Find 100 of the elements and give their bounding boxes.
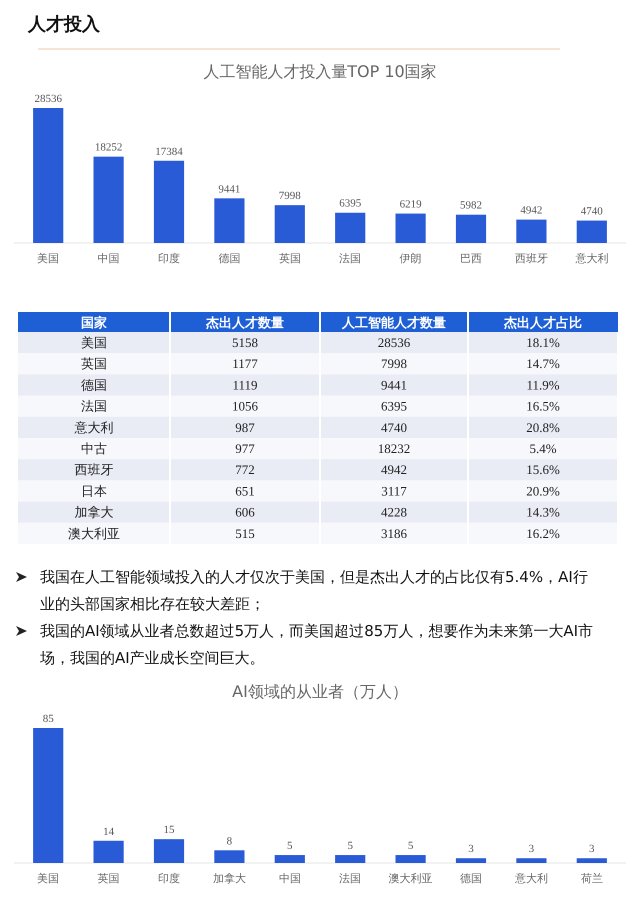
x-tick-label: 伊朗 [400, 252, 422, 265]
data-label: 3117 [381, 483, 408, 498]
bar [576, 858, 607, 863]
bar [214, 198, 244, 243]
text: 人才投入 [27, 14, 101, 35]
data-label: 5158 [232, 335, 258, 350]
bar [335, 212, 366, 243]
data-label: 5 [347, 840, 354, 852]
data-label: 606 [235, 504, 256, 520]
x-tick-label: 中国 [98, 252, 120, 265]
chart-title: 人工智能人才投入量TOP 10国家 [203, 62, 437, 81]
data-label: 14 [103, 826, 115, 838]
data-label: 3186 [381, 526, 408, 541]
data-label: 20.9% [526, 483, 560, 498]
x-tick-label: 中国 [278, 872, 301, 885]
data-label: 1119 [232, 377, 258, 392]
category-label: 德国 [81, 378, 107, 394]
x-tick-label: 巴西 [460, 252, 482, 265]
data-label: 6395 [381, 398, 407, 414]
data-label: 7998 [278, 190, 302, 202]
data-label: 515 [235, 526, 255, 541]
bar [516, 858, 546, 863]
data-label: 28536 [34, 93, 62, 105]
series-label: 人工智能人才数量 [341, 315, 446, 331]
data-label: 11.9% [526, 377, 560, 392]
category-label: 西班牙 [74, 463, 114, 478]
x-tick-label: 印度 [158, 872, 180, 885]
category-label: 法国 [81, 400, 107, 415]
text: 我国的AI领域从业者总数超过5万人，而美国超过85万人，想要作为未来第一大AI市场，我国的AI产业成长空间巨大。 [39, 622, 594, 667]
data-label: 1056 [232, 398, 258, 414]
data-label: 16.2% [526, 526, 560, 541]
bar [335, 855, 366, 863]
x-tick-label: 美国 [37, 872, 60, 885]
data-label: 8 [226, 835, 233, 848]
data-label: 977 [235, 441, 256, 456]
data-label: 4228 [381, 504, 407, 520]
category-label: 加拿大 [74, 506, 114, 521]
category-label: 美国 [81, 335, 107, 351]
x-tick-label: 法国 [339, 252, 362, 265]
x-tick-label: 荷兰 [580, 872, 603, 885]
data-label: 85 [42, 713, 54, 725]
data-label: 5 [287, 840, 294, 852]
bar [214, 850, 244, 863]
data-label: 3 [468, 843, 474, 856]
data-label: 18252 [94, 142, 122, 154]
bar [274, 855, 305, 863]
data-label: 6219 [400, 198, 422, 211]
bar [396, 855, 426, 863]
category-label: 意大利 [74, 420, 114, 436]
x-tick-label: 美国 [37, 252, 60, 265]
category-label: 日本 [81, 484, 107, 500]
data-label: 15 [164, 824, 175, 836]
data-label: 987 [235, 420, 256, 435]
bar [516, 220, 546, 243]
bar [456, 858, 486, 863]
data-label: 20.8% [526, 420, 560, 435]
data-label: 3 [589, 843, 596, 856]
data-label: 4740 [580, 206, 604, 218]
data-label: 5.4% [529, 441, 557, 456]
data-label: 15.6% [526, 462, 560, 478]
x-tick-label: 法国 [339, 872, 362, 885]
category-label: 澳大利亚 [68, 526, 120, 542]
data-label: 772 [235, 462, 255, 478]
data-label: 1177 [232, 356, 258, 372]
data-label: 18232 [378, 441, 410, 456]
data-label: 14.3% [526, 504, 560, 520]
category-label: 中古 [81, 442, 107, 457]
data-label: 4942 [381, 462, 407, 478]
text: 国家 [81, 315, 107, 331]
data-label: 3 [528, 843, 535, 856]
category-label: 英国 [81, 357, 107, 372]
bar [576, 220, 607, 243]
chart-title: AI领域的从业者（万人） [232, 682, 408, 701]
bar [94, 840, 124, 863]
x-tick-label: 西班牙 [514, 252, 548, 265]
bar [94, 156, 124, 243]
data-label: 4740 [381, 420, 407, 435]
x-tick-label: 德国 [218, 252, 240, 265]
x-tick-label: 印度 [158, 252, 180, 265]
x-tick-label: 英国 [278, 252, 301, 265]
data-label: 5 [408, 840, 414, 852]
data-label: 17384 [155, 146, 184, 158]
data-label: 6395 [339, 198, 362, 210]
text: 我国在人工智能领域投入的人才仅次于美国，但是杰出人才的占比仅有5.4%，AI行业的头部国家相比存在较大差距； [40, 568, 588, 613]
bar [154, 839, 184, 863]
x-tick-label: 加拿大 [212, 872, 246, 885]
bar [274, 205, 305, 243]
data-label: 16.5% [526, 398, 560, 414]
x-tick-label: 德国 [460, 872, 482, 885]
bar [33, 728, 64, 863]
x-tick-label: 澳大利亚 [388, 872, 433, 885]
bar [396, 214, 426, 243]
data-label: 18.1% [526, 335, 560, 350]
data-label: 9441 [218, 183, 240, 196]
data-label: 7998 [381, 356, 407, 372]
bar [33, 108, 64, 243]
series-label: 杰出人才占比 [503, 316, 582, 331]
series-label: 杰出人才数量 [205, 316, 284, 331]
data-label: 14.7% [526, 356, 560, 372]
data-label: 5982 [460, 200, 482, 212]
